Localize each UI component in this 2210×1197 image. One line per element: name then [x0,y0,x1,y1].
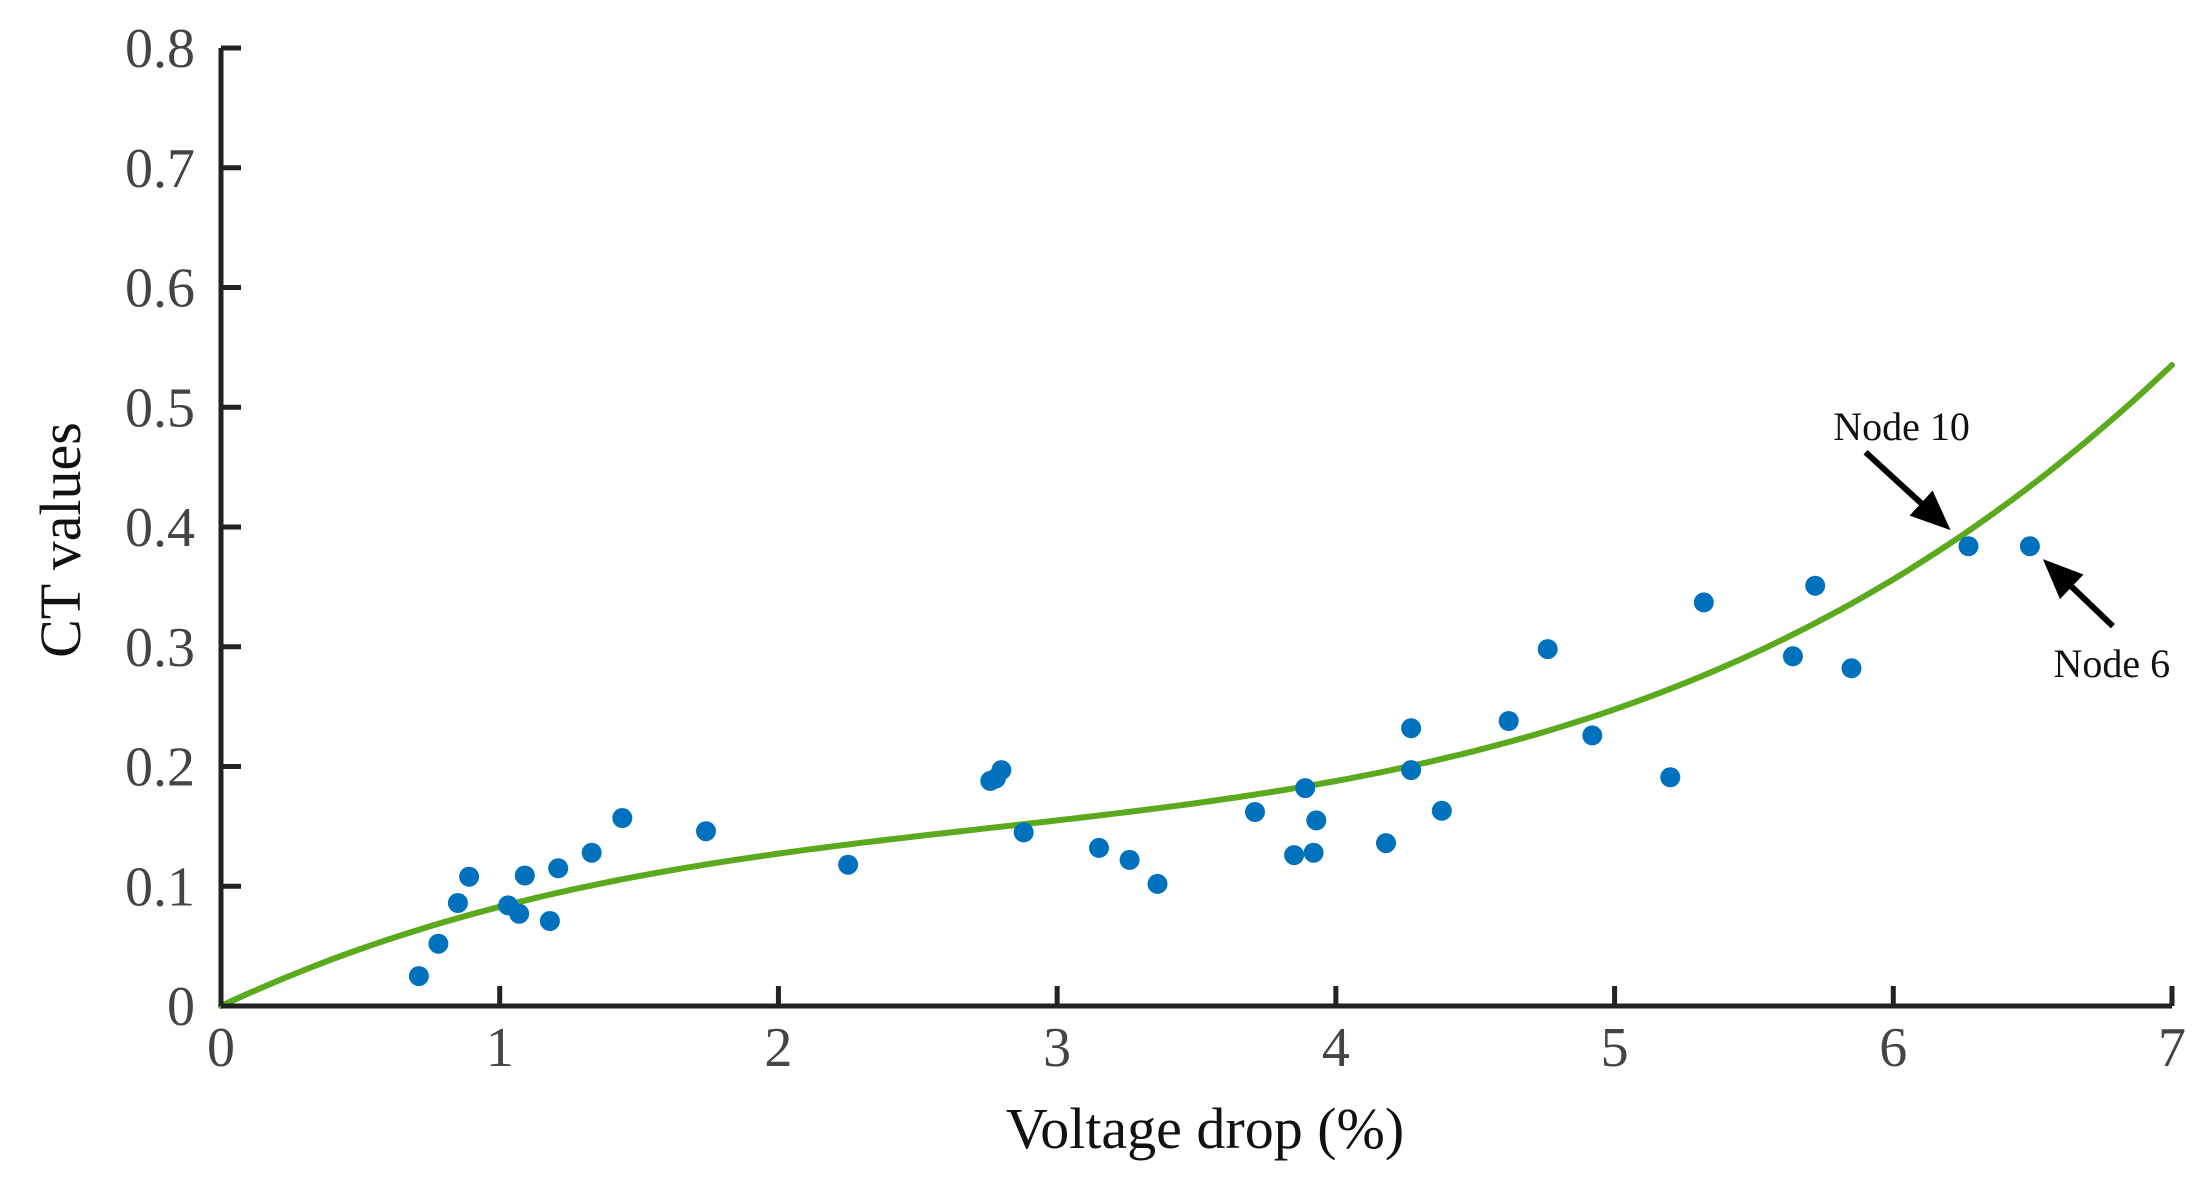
y-tick-label: 0.3 [125,617,195,679]
data-point [1537,639,1558,660]
data-point [696,821,716,842]
fit-curve-line [218,362,2175,1009]
y-tick-label: 0.5 [125,377,195,439]
y-tick-label: 0.8 [125,18,195,80]
annotation-arrow-node6-shaft [2069,584,2115,629]
data-point [539,911,560,931]
data-point [1089,837,1109,858]
annotation-layer: Node 10 Node 6 [1833,404,2170,686]
data-point [1284,845,1305,866]
data-point [1841,658,1862,679]
y-tick-label: 0.7 [125,138,195,200]
x-axis-title: Voltage drop (%) [1006,1096,1404,1161]
data-point [428,933,449,954]
data-point [1582,725,1603,746]
data-point [1119,849,1140,870]
data-point [1805,575,1826,596]
data-point [1401,760,1422,781]
data-point [548,858,569,879]
y-tick-label: 0 [167,976,195,1038]
x-tick-label: 0 [207,1017,235,1079]
data-point [459,866,480,887]
data-point [509,903,530,924]
data-point [1401,718,1422,739]
data-point [838,854,859,875]
data-point [408,966,429,987]
axes-layer: 0 1 2 3 4 5 6 7 0 0.1 0.2 0.3 0.4 0.5 0.6 0.7 0.8 [125,18,2186,1079]
annotation-label: Node 10 [1833,404,1970,449]
y-tick-label: 0.1 [125,856,195,918]
annotation-label: Node 6 [2054,641,2171,686]
annotation-arrow-node10-head [1909,490,1951,531]
annotation-arrow-node6-head [2042,559,2084,600]
y-axis-title: CT values [28,422,93,658]
data-point [991,760,1012,781]
data-point [1376,833,1396,854]
data-point [1147,873,1168,894]
data-point [1693,592,1714,613]
data-point [1303,842,1324,863]
x-tick-label: 6 [1879,1017,1907,1079]
fit-layer [218,362,2175,1009]
x-tick-label: 1 [486,1017,514,1079]
data-point [612,808,633,828]
x-tick-label: 4 [1322,1017,1350,1079]
data-point [1431,800,1452,821]
data-point [1958,536,1979,557]
points-layer [408,536,2040,987]
data-point [514,865,535,886]
x-tick-label: 5 [1601,1017,1629,1079]
data-point [1498,711,1519,731]
data-point [1245,802,1265,822]
data-point [1782,646,1803,667]
data-point [1295,778,1316,799]
y-tick-label: 0.2 [125,737,195,799]
annotation-arrow-node10-shaft [1863,449,1924,506]
data-point [1013,822,1034,843]
data-point [1306,810,1327,831]
x-tick-label: 7 [2158,1017,2186,1079]
data-point [447,893,468,913]
x-tick-label: 3 [1043,1017,1071,1079]
data-point [1660,767,1681,788]
data-point [581,842,602,863]
y-tick-label: 0.6 [125,258,195,320]
data-point [2019,536,2040,557]
y-tick-label: 0.4 [125,497,195,559]
x-tick-label: 2 [764,1017,792,1079]
